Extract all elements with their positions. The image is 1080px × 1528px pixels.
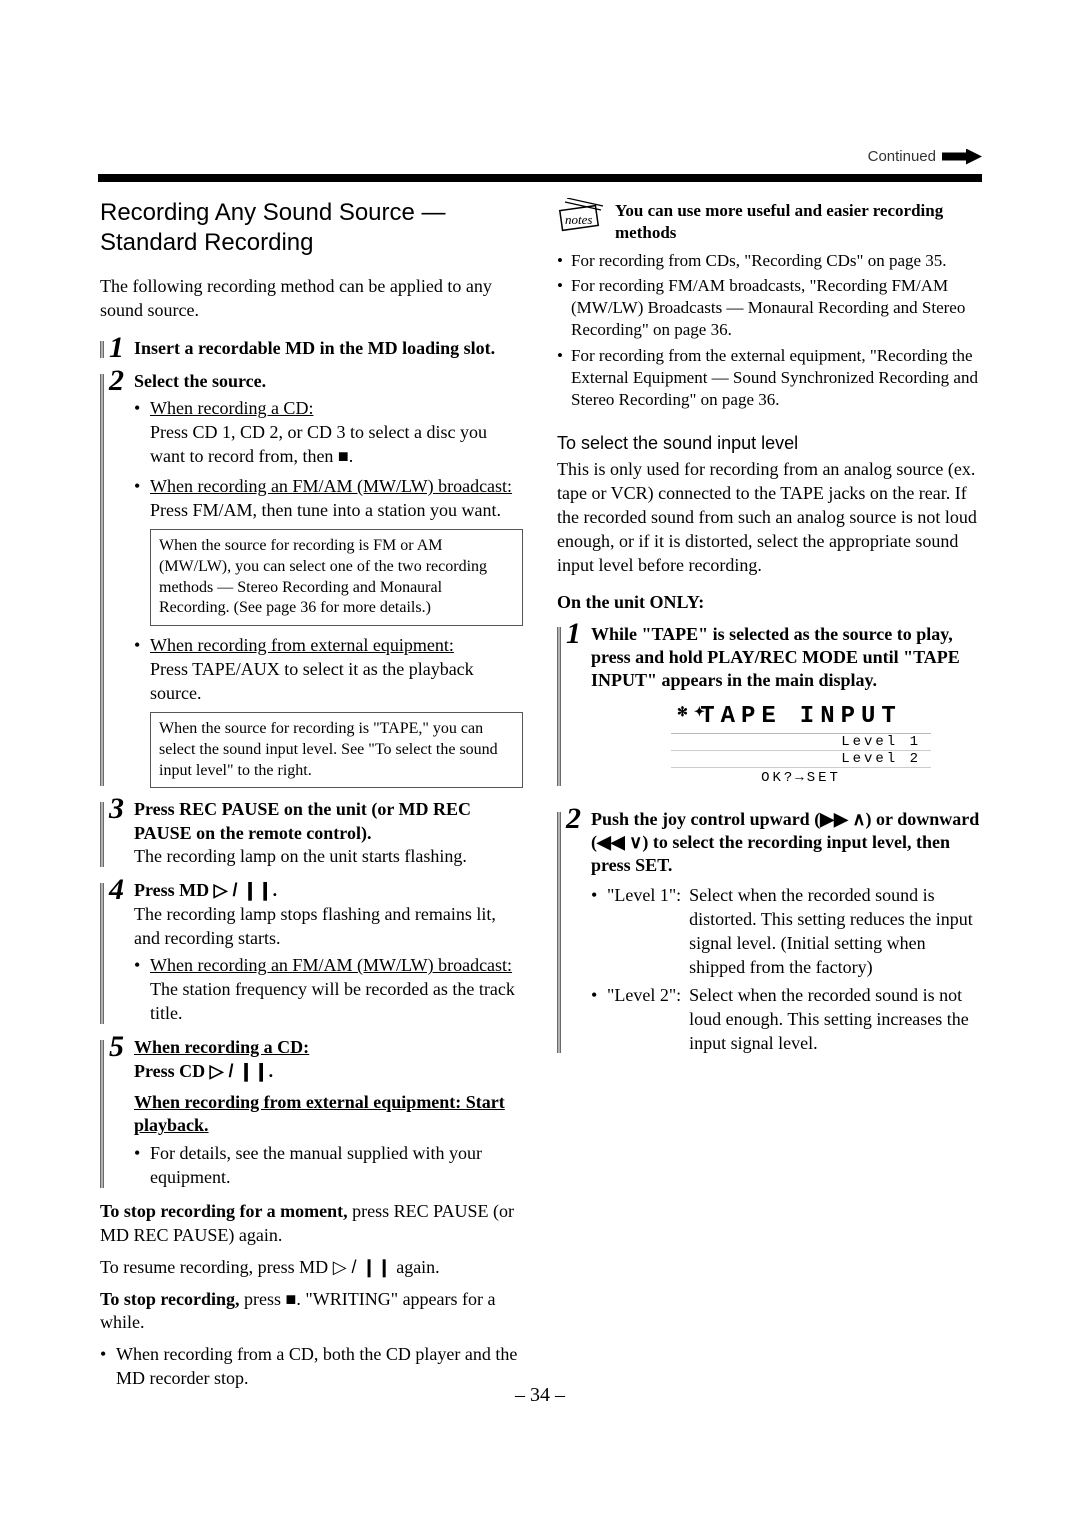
step-head: While "TAPE" is selected as the source t…: [591, 623, 980, 693]
step-2: 2 Select the source. When recording a CD…: [100, 370, 523, 788]
notes-list: For recording from CDs, "Recording CDs" …: [557, 250, 980, 411]
lcd-deco-icon: ✻✦: [677, 704, 711, 720]
play-pause-icon: ▷ / ❙❙: [214, 880, 273, 900]
step-head: Insert a recordable MD in the MD loading…: [134, 337, 523, 360]
bullet-rest: Press FM/AM, then tune into a station yo…: [150, 500, 501, 520]
step-3: 3 Press REC PAUSE on the unit (or MD REC…: [100, 798, 523, 869]
step-bullet: When recording from external equipment: …: [134, 634, 523, 706]
right-step-2: 2 Push the joy control upward (▶▶ ∧) or …: [557, 808, 980, 1056]
step-number: 2: [109, 364, 124, 398]
step-head: Select the source.: [134, 370, 523, 393]
bullet-lead: When recording from external equipment:: [150, 635, 454, 655]
continued-label: Continued: [868, 148, 936, 165]
notes-title: You can use more useful and easier recor…: [615, 198, 980, 244]
notes-item: For recording from CDs, "Recording CDs" …: [557, 250, 980, 272]
notes-item: For recording FM/AM broadcasts, "Recordi…: [557, 275, 980, 341]
bullet-lead: When recording a CD:: [150, 398, 313, 418]
lcd-bottom: OK?→SET: [671, 768, 931, 788]
bullet-rest: Press CD 1, CD 2, or CD 3 to select a di…: [150, 422, 487, 466]
play-pause-icon: ▷ / ❙❙: [210, 1061, 269, 1081]
level-label: "Level 2":: [607, 984, 681, 1056]
right-step-1: 1 While "TAPE" is selected as the source…: [557, 623, 980, 788]
stop-moment-lead: To stop recording for a moment,: [100, 1201, 348, 1221]
step-head: When recording a CD: Press CD ▷ / ❙❙. Wh…: [134, 1036, 523, 1138]
step-number: 1: [566, 617, 581, 651]
step-head: Push the joy control upward (▶▶ ∧) or do…: [591, 808, 980, 878]
level-def: "Level 1": Select when the recorded soun…: [591, 884, 980, 980]
step-number: 5: [109, 1030, 124, 1064]
t: Press CD: [134, 1061, 210, 1081]
step-number: 2: [566, 802, 581, 836]
section-title: Recording Any Sound Source — Standard Re…: [100, 198, 523, 258]
svg-text:notes: notes: [565, 212, 592, 227]
continued-indicator: Continued: [868, 148, 982, 165]
lcd-big-1: TAPE: [700, 703, 782, 730]
t: Press MD: [134, 880, 214, 900]
step-bullet: When recording an FM/AM (MW/LW) broadcas…: [134, 475, 523, 523]
level-def: "Level 2": Select when the recorded soun…: [591, 984, 980, 1056]
cd-line: When recording a CD:: [134, 1037, 309, 1057]
resume-line: To resume recording, press MD ▷ / ❙❙ aga…: [100, 1256, 523, 1280]
right-column: notes You can use more useful and easier…: [557, 198, 980, 1391]
sound-level-para: This is only used for recording from an …: [557, 458, 980, 578]
step-5: 5 When recording a CD: Press CD ▷ / ❙❙. …: [100, 1036, 523, 1189]
after-steps: To stop recording for a moment, press RE…: [100, 1200, 523, 1392]
step-4: 4 Press MD ▷ / ❙❙. The recording lamp st…: [100, 879, 523, 1026]
unit-only: On the unit ONLY:: [557, 592, 980, 613]
t: To resume recording, press MD: [100, 1257, 333, 1277]
bullet-lead: When recording an FM/AM (MW/LW) broadcas…: [150, 955, 512, 975]
continued-arrow-icon: [942, 149, 982, 165]
bullet-rest: Press TAPE/AUX to select it as the playb…: [150, 659, 474, 703]
stop-lead: To stop recording,: [100, 1289, 240, 1309]
play-pause-icon: ▷ / ❙❙: [333, 1257, 392, 1277]
step-number: 4: [109, 873, 124, 907]
notes-item: For recording from the external equipmen…: [557, 345, 980, 411]
step-number: 3: [109, 792, 124, 826]
left-column: Recording Any Sound Source — Standard Re…: [100, 198, 523, 1391]
notes-block: notes You can use more useful and easier…: [557, 198, 980, 244]
step-1: 1 Insert a recordable MD in the MD loadi…: [100, 337, 523, 360]
level-desc: Select when the recorded sound is distor…: [689, 884, 980, 980]
subhead: To select the sound input level: [557, 433, 980, 454]
note-box: When the source for recording is FM or A…: [150, 529, 523, 626]
t: again.: [392, 1257, 440, 1277]
note-box: When the source for recording is "TAPE,"…: [150, 712, 523, 788]
step-body: The recording lamp on the unit starts fl…: [134, 845, 523, 869]
step-bullet: When recording a CD: Press CD 1, CD 2, o…: [134, 397, 523, 469]
section-intro: The following recording method can be ap…: [100, 274, 523, 323]
ext-line: When recording from external equipment: …: [134, 1092, 505, 1135]
level-label: "Level 1":: [607, 884, 681, 980]
step-bullet: When recording an FM/AM (MW/LW) broadcas…: [134, 954, 523, 1026]
t: .: [269, 1061, 274, 1081]
notes-icon: notes: [557, 198, 605, 236]
step-head: Press MD ▷ / ❙❙.: [134, 879, 523, 902]
level-desc: Select when the recorded sound is not lo…: [689, 984, 980, 1056]
lcd-line-1: Level 1: [671, 734, 931, 751]
step-head: Press REC PAUSE on the unit (or MD REC P…: [134, 798, 523, 845]
step-number: 1: [109, 331, 124, 365]
bullet-rest: The station frequency will be recorded a…: [150, 979, 515, 1023]
lcd-illustration: ✻✦ TAPE INPUT Level 1 Level 2 OK?→SET: [671, 701, 931, 788]
bullet-lead: When recording an FM/AM (MW/LW) broadcas…: [150, 476, 512, 496]
step-bullet: For details, see the manual supplied wit…: [134, 1142, 523, 1190]
page-number: – 34 –: [0, 1384, 1080, 1407]
lcd-big-2: INPUT: [800, 703, 902, 730]
lcd-line-2: Level 2: [671, 751, 931, 768]
header-rule: [98, 174, 982, 182]
t: .: [273, 880, 278, 900]
step-body: The recording lamp stops flashing and re…: [134, 903, 523, 951]
